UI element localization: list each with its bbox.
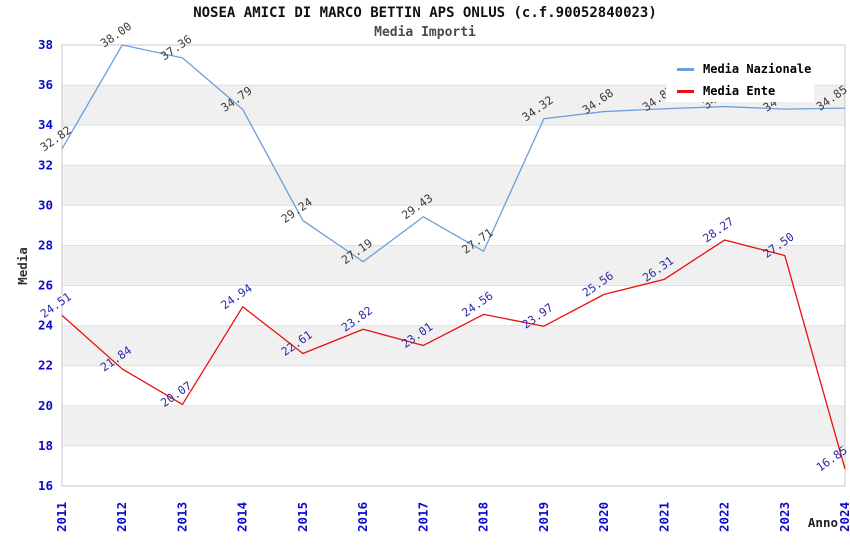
data-point-label: 28.27: [700, 214, 736, 245]
data-point-label: 24.51: [38, 289, 74, 320]
y-tick-label: 32: [38, 157, 53, 172]
x-tick-label: 2018: [476, 502, 491, 532]
data-point-label: 37.36: [158, 32, 194, 63]
y-tick-label: 26: [38, 278, 53, 293]
y-tick-label: 20: [38, 398, 53, 413]
legend-item-media-ente: Media Ente: [666, 82, 814, 100]
x-tick-label: 2019: [536, 502, 551, 532]
plot-border: [61, 44, 846, 487]
x-tick-label: 2013: [174, 502, 189, 532]
x-tick-label: 2014: [235, 502, 250, 532]
y-tick-label: 28: [38, 237, 53, 252]
legend-box: Media Nazionale Media Ente: [666, 58, 814, 102]
x-tick-label: 2011: [54, 502, 69, 532]
series-line-media-nazionale: [61, 44, 846, 263]
y-tick-label: 30: [38, 197, 53, 212]
x-tick-label: 2015: [295, 502, 310, 532]
y-tick-label: 34: [38, 117, 53, 132]
x-tick-label: 2017: [415, 502, 430, 532]
data-point-label: 16.85: [814, 443, 850, 474]
x-tick-label: 2024: [837, 502, 850, 532]
y-axis-title: Media: [15, 247, 30, 285]
grid-band: [62, 245, 845, 286]
x-tick-label: 2023: [777, 502, 792, 532]
chart-title: NOSEA AMICI DI MARCO BETTIN APS ONLUS (c…: [193, 5, 657, 21]
chart-subtitle: Media Importi: [374, 25, 476, 40]
legend-swatch-icon: [677, 67, 694, 71]
y-tick-label: 16: [38, 478, 53, 493]
y-tick-label: 18: [38, 438, 53, 453]
grid-band: [62, 165, 845, 206]
x-tick-label: 2020: [596, 502, 611, 532]
legend-item-media-nazionale: Media Nazionale: [666, 60, 814, 78]
legend-label: Media Ente: [703, 84, 776, 98]
x-axis-title: Anno: [808, 515, 838, 530]
y-tick-label: 24: [38, 318, 53, 333]
y-tick-label: 38: [38, 37, 53, 52]
legend-label: Media Nazionale: [703, 62, 812, 76]
data-point-label: 38.00: [98, 19, 134, 50]
grid-band: [62, 325, 845, 366]
series-line-media-ente: [61, 239, 846, 470]
y-tick-label: 36: [38, 77, 53, 92]
x-tick-label: 2012: [114, 502, 129, 532]
x-tick-label: 2022: [717, 502, 732, 532]
grid-band: [62, 405, 845, 446]
x-tick-label: 2016: [355, 502, 370, 532]
legend-swatch-icon: [677, 89, 694, 93]
y-tick-label: 22: [38, 358, 53, 373]
x-tick-label: 2021: [656, 502, 671, 532]
